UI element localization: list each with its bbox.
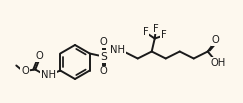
Text: F: F bbox=[153, 23, 159, 33]
Text: O: O bbox=[100, 36, 108, 46]
Text: NH: NH bbox=[110, 44, 125, 54]
Text: NH: NH bbox=[41, 70, 56, 81]
Text: S: S bbox=[100, 52, 107, 61]
Text: F: F bbox=[143, 26, 149, 36]
Text: O: O bbox=[100, 67, 108, 77]
Text: F: F bbox=[161, 30, 167, 40]
Text: O: O bbox=[21, 66, 29, 75]
Text: O: O bbox=[35, 50, 43, 60]
Text: OH: OH bbox=[210, 57, 225, 67]
Text: O: O bbox=[212, 35, 220, 44]
